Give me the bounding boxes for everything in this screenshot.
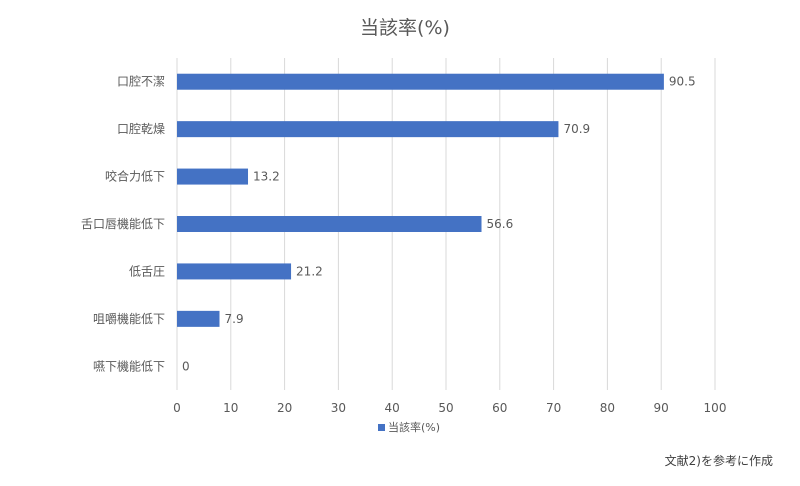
x-axis-ticks: 0 10 20 30 40 50 60 70 80 90 100 — [173, 401, 726, 415]
bar — [177, 121, 559, 138]
category-label: 口腔乾燥 — [117, 121, 165, 136]
x-tick-label: 10 — [223, 401, 238, 415]
bar — [177, 168, 249, 185]
category-label: 低舌圧 — [129, 264, 165, 278]
data-label: 7.9 — [225, 312, 244, 326]
x-tick-label: 40 — [385, 401, 400, 415]
legend-label: 当該率(%) — [388, 420, 440, 434]
category-label: 口腔不潔 — [117, 74, 165, 89]
data-label: 0 — [182, 359, 190, 373]
x-tick-label: 0 — [173, 401, 181, 415]
source-note: 文献2)を参考に作成 — [664, 454, 773, 468]
bar — [177, 263, 292, 280]
bars — [177, 73, 664, 327]
x-tick-label: 90 — [654, 401, 669, 415]
legend-swatch — [378, 424, 385, 431]
x-tick-label: 30 — [331, 401, 346, 415]
x-tick-label: 100 — [704, 401, 727, 415]
x-tick-label: 60 — [492, 401, 507, 415]
legend: 当該率(%) — [378, 420, 440, 434]
data-label: 21.2 — [296, 264, 323, 278]
x-tick-label: 20 — [277, 401, 292, 415]
data-labels: 90.5 70.9 13.2 56.6 21.2 7.9 0 — [182, 75, 696, 374]
data-label: 56.6 — [487, 217, 514, 231]
x-tick-label: 50 — [438, 401, 453, 415]
bar — [177, 216, 482, 232]
data-label: 90.5 — [669, 75, 696, 89]
x-tick-label: 80 — [600, 401, 615, 415]
category-label: 嚥下機能低下 — [93, 358, 165, 373]
bar — [177, 310, 220, 327]
category-label: 咬合力低下 — [105, 169, 165, 184]
bar — [177, 73, 664, 90]
x-tick-label: 70 — [546, 401, 561, 415]
data-label: 13.2 — [253, 170, 280, 184]
data-label: 70.9 — [563, 122, 590, 136]
category-label: 咀嚼機能低下 — [93, 311, 165, 326]
chart-title: 当該率(%) — [360, 17, 450, 39]
category-label: 舌口唇機能低下 — [81, 216, 165, 231]
